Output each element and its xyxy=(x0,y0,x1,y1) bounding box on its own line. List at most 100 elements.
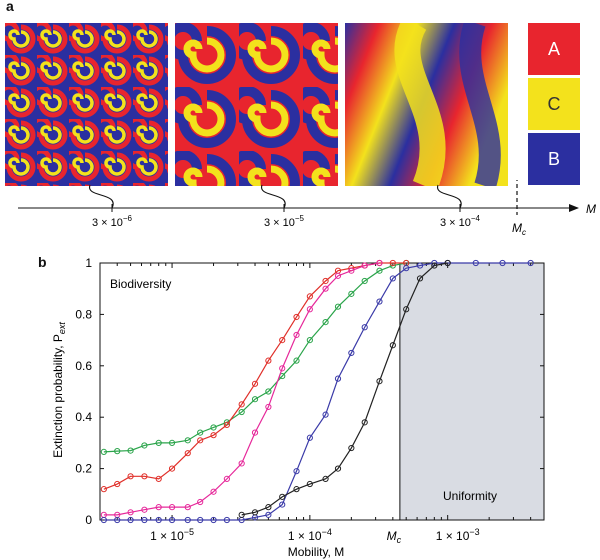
series-point-2 xyxy=(306,306,313,313)
series-point-3 xyxy=(376,298,383,305)
series-point-2 xyxy=(251,429,259,436)
series-line-2 xyxy=(103,262,380,516)
legend-species-a: A xyxy=(528,23,580,75)
series-point-1 xyxy=(279,337,286,344)
x-tick-label: 1 × 10−4 xyxy=(288,527,332,543)
series-point-3 xyxy=(279,501,286,508)
series-point-0 xyxy=(376,267,383,274)
series-point-1 xyxy=(184,450,191,457)
connector-1 xyxy=(89,184,114,209)
series-point-3 xyxy=(306,434,313,441)
series-point-0 xyxy=(100,448,107,455)
extinction-chart: 0 0.2 0.4 0.6 0.8 1 1 × 10−5 1 × 10−4 1 × 10−3 M… xyxy=(51,256,545,559)
region-label-uniformity: Uniformity xyxy=(443,489,497,503)
y-tick-label: 0 xyxy=(85,513,92,527)
x-tick-label: 1 × 10−3 xyxy=(436,527,480,543)
tick-label-2: 3 × 10−5 xyxy=(264,214,305,229)
critical-tick-label: Mc xyxy=(387,529,402,545)
series-point-3 xyxy=(334,375,342,382)
series-point-2 xyxy=(293,331,300,339)
series-point-1 xyxy=(265,357,272,364)
series-point-1 xyxy=(197,437,204,444)
series-point-4 xyxy=(238,511,245,518)
series-point-1 xyxy=(322,277,329,285)
series-point-3 xyxy=(322,411,329,418)
series-point-1 xyxy=(306,293,313,300)
series-point-2 xyxy=(348,267,355,274)
connector-2 xyxy=(261,184,286,209)
series-point-4 xyxy=(361,419,368,426)
series-point-2 xyxy=(279,365,286,372)
series-point-4 xyxy=(306,480,313,488)
y-tick-label: 0.2 xyxy=(75,462,92,476)
series-point-0 xyxy=(306,337,313,344)
series-point-3 xyxy=(155,516,162,524)
series-point-1 xyxy=(238,401,245,408)
series-point-3 xyxy=(403,265,410,272)
series-point-2 xyxy=(334,272,342,279)
axis-label-m: M xyxy=(586,202,596,216)
series-point-4 xyxy=(376,378,383,385)
series-point-2 xyxy=(238,460,245,467)
series-point-0 xyxy=(322,319,329,326)
series-point-4 xyxy=(279,493,286,500)
series-point-1 xyxy=(155,475,162,482)
connector-3 xyxy=(437,184,462,209)
series-point-3 xyxy=(265,511,272,518)
series-point-2 xyxy=(265,403,272,411)
series-point-4 xyxy=(431,262,438,269)
series-point-2 xyxy=(223,475,230,482)
series-line-4 xyxy=(241,262,448,516)
series-point-3 xyxy=(184,516,191,524)
region-label-biodiversity: Biodiversity xyxy=(110,277,171,291)
y-tick-label: 0.6 xyxy=(75,359,92,373)
series-line-0 xyxy=(103,262,407,453)
series-point-4 xyxy=(444,259,451,267)
series-point-3 xyxy=(527,259,534,267)
series-point-0 xyxy=(334,303,342,310)
x-axis-label: Mobility, M xyxy=(288,545,344,559)
y-tick-label: 1 xyxy=(85,256,92,270)
series-point-3 xyxy=(416,262,424,269)
series-point-1 xyxy=(100,486,107,493)
series-point-1 xyxy=(210,432,217,439)
uniformity-region xyxy=(399,263,544,520)
series-point-4 xyxy=(416,275,424,282)
series-point-0 xyxy=(141,442,148,449)
series-point-2 xyxy=(155,504,162,511)
series-point-2 xyxy=(197,498,204,506)
series-point-3 xyxy=(499,259,506,267)
series-point-3 xyxy=(197,516,204,524)
series-point-4 xyxy=(322,475,329,482)
series-point-0 xyxy=(361,277,368,285)
legend-c-label: C xyxy=(547,93,561,114)
series-point-2 xyxy=(322,285,329,292)
series-point-0 xyxy=(197,429,204,436)
series-point-2 xyxy=(361,262,368,269)
series-point-1 xyxy=(293,313,300,321)
series-point-1 xyxy=(141,473,148,480)
snapshot-medium-mobility xyxy=(175,23,338,186)
snapshot-high-mobility xyxy=(345,23,508,186)
series-point-1 xyxy=(127,473,134,480)
series-point-1 xyxy=(223,421,230,429)
x-tick-label: 1 × 10−5 xyxy=(150,527,194,543)
series-point-4 xyxy=(389,342,396,349)
series-point-2 xyxy=(210,488,217,495)
legend-a-label: A xyxy=(547,38,560,59)
series-point-4 xyxy=(265,504,272,511)
series-point-2 xyxy=(168,504,176,511)
series-point-0 xyxy=(114,448,121,455)
series-point-3 xyxy=(348,349,355,357)
y-axis-label: Extinction probability, Pext xyxy=(51,322,67,458)
tick-label-3: 3 × 10−4 xyxy=(440,214,481,229)
series-point-0 xyxy=(168,439,176,446)
series-point-4 xyxy=(251,509,259,516)
series-line-3 xyxy=(103,262,531,521)
legend-b-label: B xyxy=(547,148,560,169)
series-point-0 xyxy=(155,439,162,446)
series-point-3 xyxy=(114,516,121,524)
series-point-0 xyxy=(127,447,134,454)
series-point-0 xyxy=(348,290,355,297)
tick-label-1: 3 × 10−6 xyxy=(92,214,133,229)
